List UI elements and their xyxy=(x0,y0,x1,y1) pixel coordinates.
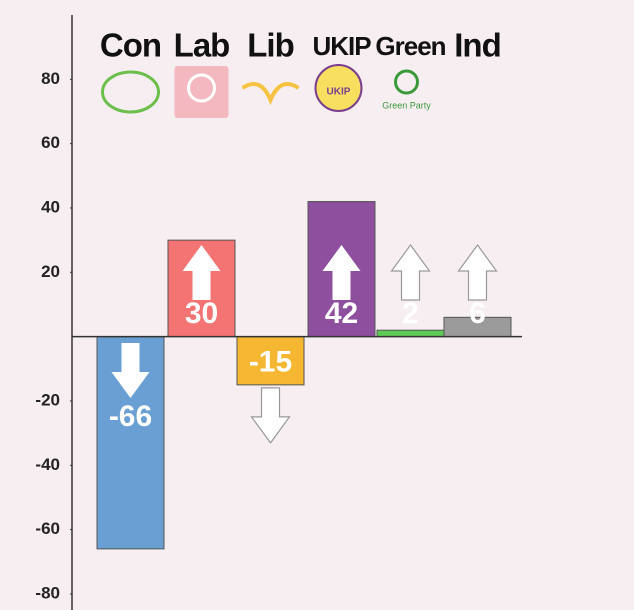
arrow xyxy=(390,243,431,301)
y-tick-label: 80 xyxy=(41,69,60,88)
y-tick-label: -80 xyxy=(35,583,60,602)
logo xyxy=(101,70,160,114)
arrow xyxy=(322,245,361,300)
logo-text: UKIP xyxy=(327,87,351,98)
y-tick-label: -60 xyxy=(35,519,60,538)
bar xyxy=(376,329,445,338)
y-tick-label: 40 xyxy=(41,197,60,216)
arrow xyxy=(457,243,498,301)
value-label: 30 xyxy=(185,297,218,330)
logo xyxy=(394,69,419,95)
category-label: Ind xyxy=(454,27,500,64)
value-label: -66 xyxy=(109,400,152,433)
logo xyxy=(241,82,300,106)
y-tick-label: 60 xyxy=(41,133,60,152)
category-label: Con xyxy=(100,27,161,64)
value-label: 42 xyxy=(325,297,358,330)
value-label: 2 xyxy=(402,297,419,330)
category-label: Lab xyxy=(174,27,230,64)
y-tick-label: -20 xyxy=(35,390,60,409)
logo-text: Green Party xyxy=(382,100,431,110)
logo xyxy=(187,73,216,103)
arrow xyxy=(250,387,291,444)
category-label: UKIP xyxy=(312,31,371,61)
logo xyxy=(174,66,229,118)
logo xyxy=(314,64,363,112)
category-label: Lib xyxy=(247,27,293,64)
y-tick-label: 20 xyxy=(41,262,60,281)
category-label: Green xyxy=(375,31,445,61)
value-label: -15 xyxy=(249,346,292,379)
arrow xyxy=(182,245,221,300)
bar xyxy=(236,336,305,386)
value-label: 6 xyxy=(469,297,486,330)
y-tick-label: -40 xyxy=(35,455,60,474)
arrow xyxy=(111,343,150,398)
